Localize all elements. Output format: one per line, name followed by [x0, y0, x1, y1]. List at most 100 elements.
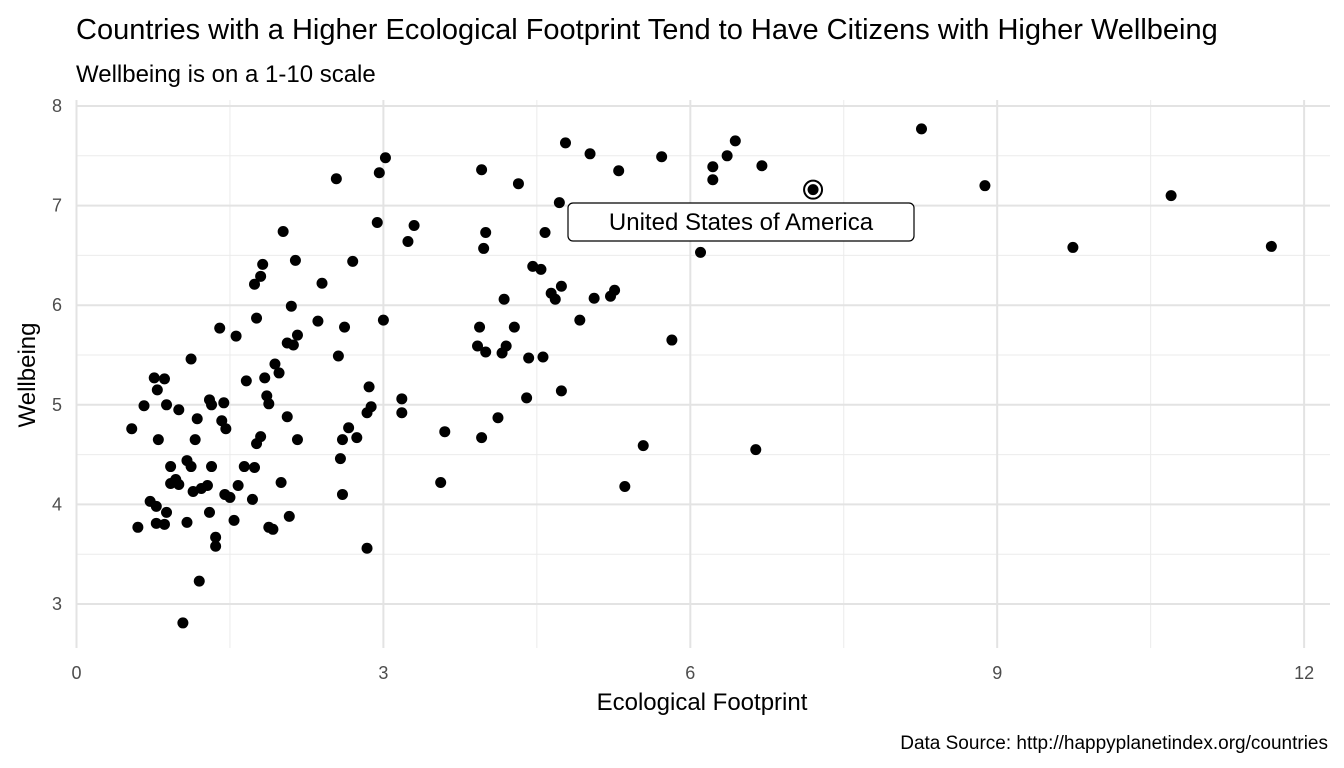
data-point	[232, 479, 244, 491]
x-tick-label: 6	[685, 663, 695, 683]
data-points	[126, 123, 1277, 629]
data-point	[181, 516, 193, 528]
data-point	[750, 444, 762, 456]
data-point	[210, 531, 222, 543]
data-point	[291, 434, 303, 446]
data-point	[287, 339, 299, 351]
data-point	[230, 330, 242, 342]
data-point	[334, 453, 346, 465]
highlight-ring	[803, 179, 824, 200]
data-point	[807, 184, 819, 196]
data-point	[218, 397, 230, 409]
data-point	[435, 476, 447, 488]
data-point	[584, 148, 596, 160]
data-point	[478, 242, 490, 254]
data-point	[476, 432, 488, 444]
data-point	[291, 329, 303, 341]
data-point	[189, 434, 201, 446]
y-tick-label: 4	[52, 494, 62, 514]
data-point	[379, 152, 391, 164]
x-tick-label: 12	[1294, 663, 1314, 683]
data-source-caption: Data Source: http://happyplanetindex.org…	[900, 733, 1328, 754]
data-point	[619, 480, 631, 492]
data-point	[173, 478, 185, 490]
data-point	[336, 488, 348, 500]
data-point	[126, 423, 138, 435]
data-point	[365, 401, 377, 413]
data-point	[408, 220, 420, 232]
data-point	[193, 575, 205, 587]
data-point	[915, 123, 927, 135]
data-point	[613, 165, 625, 177]
data-point	[138, 400, 150, 412]
data-point	[203, 506, 215, 518]
x-tick-label: 9	[992, 663, 1002, 683]
data-point	[637, 440, 649, 452]
data-point	[729, 135, 741, 147]
data-point	[498, 293, 510, 305]
data-point	[191, 413, 203, 425]
data-point	[228, 514, 240, 526]
grid	[75, 100, 1330, 648]
y-tick-label: 5	[52, 395, 62, 415]
data-point	[249, 462, 261, 474]
data-point	[185, 461, 197, 473]
data-point	[173, 404, 185, 416]
data-point	[161, 506, 173, 518]
data-point	[574, 314, 586, 326]
data-point	[537, 351, 549, 363]
data-point	[312, 315, 324, 327]
data-point	[267, 523, 279, 535]
data-point	[508, 321, 520, 333]
x-tick-label: 3	[378, 663, 388, 683]
data-point	[281, 411, 293, 423]
data-point	[555, 280, 567, 292]
data-point	[158, 373, 170, 385]
x-axis-title: Ecological Footprint	[597, 689, 808, 716]
data-point	[756, 160, 768, 172]
data-point	[535, 263, 547, 275]
y-tick-label: 7	[52, 196, 62, 216]
data-point	[148, 372, 160, 384]
data-point	[361, 542, 373, 554]
data-point	[177, 617, 189, 629]
data-point	[269, 358, 281, 370]
data-point	[152, 434, 164, 446]
data-point	[396, 407, 408, 419]
y-tick-label: 8	[52, 96, 62, 116]
data-point	[249, 278, 261, 290]
y-axis-ticks: 3 4 5 6 7 8	[52, 96, 62, 614]
data-point	[246, 493, 258, 505]
data-point	[277, 225, 289, 237]
data-point	[559, 137, 571, 149]
data-point	[285, 300, 297, 312]
data-point	[480, 226, 492, 238]
data-point	[396, 393, 408, 405]
data-point	[707, 161, 719, 173]
data-point	[214, 322, 226, 334]
highlight-annotation: United States of America	[567, 202, 915, 242]
y-tick-label: 6	[52, 295, 62, 315]
x-axis-ticks: 0 3 6 9 12	[71, 663, 1314, 683]
data-point	[339, 321, 351, 333]
data-point	[439, 426, 451, 438]
data-point	[161, 399, 173, 411]
data-point	[275, 476, 287, 488]
data-point	[206, 461, 218, 473]
data-point	[151, 384, 163, 396]
data-point	[492, 412, 504, 424]
data-point	[371, 217, 383, 229]
data-point	[336, 434, 348, 446]
chart-subtitle: Wellbeing is on a 1-10 scale	[76, 61, 376, 88]
data-point	[512, 178, 524, 190]
chart-title: Countries with a Higher Ecological Footp…	[76, 14, 1218, 46]
annotation-box	[567, 202, 915, 242]
data-point	[259, 372, 271, 384]
data-point	[721, 150, 733, 162]
data-point	[588, 292, 600, 304]
data-point	[165, 461, 177, 473]
data-point	[472, 340, 484, 352]
data-point	[150, 500, 162, 512]
data-point	[332, 350, 344, 362]
